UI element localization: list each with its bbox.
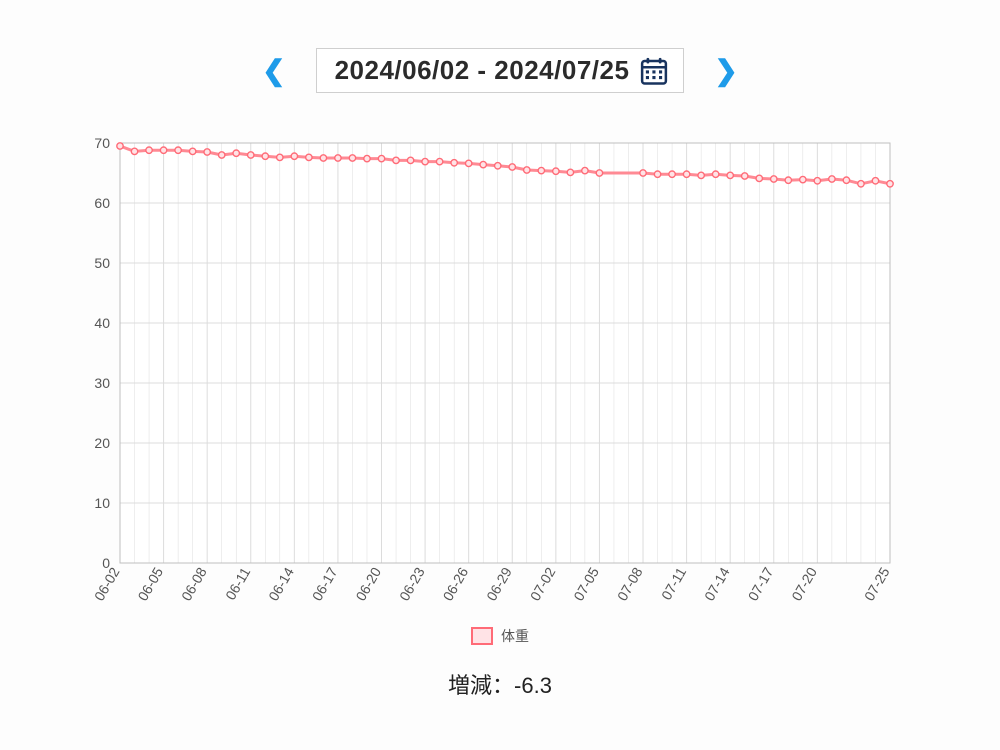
- svg-text:06-17: 06-17: [309, 564, 341, 603]
- svg-text:07-05: 07-05: [570, 564, 602, 603]
- svg-text:07-14: 07-14: [701, 564, 733, 603]
- date-range-text: 2024/06/02 - 2024/07/25: [335, 55, 630, 86]
- chart-legend: 体重: [0, 626, 1000, 646]
- legend-label: 体重: [501, 626, 529, 646]
- svg-text:30: 30: [94, 375, 110, 391]
- date-header: ❮ 2024/06/02 - 2024/07/25 ❯: [0, 48, 1000, 93]
- svg-text:06-05: 06-05: [134, 564, 166, 603]
- weight-chart: 01020304050607006-0206-0506-0806-1106-14…: [0, 103, 1000, 618]
- svg-text:06-23: 06-23: [396, 564, 428, 603]
- svg-text:20: 20: [94, 435, 110, 451]
- delta-value: -6.3: [514, 673, 552, 698]
- svg-text:07-11: 07-11: [658, 564, 689, 602]
- delta-label: 増減：: [448, 673, 514, 698]
- svg-text:10: 10: [94, 495, 110, 511]
- calendar-icon: [639, 56, 669, 86]
- svg-text:06-14: 06-14: [265, 564, 297, 603]
- svg-text:60: 60: [94, 195, 110, 211]
- svg-text:70: 70: [94, 135, 110, 151]
- svg-text:06-11: 06-11: [222, 564, 253, 602]
- next-arrow[interactable]: ❯: [714, 54, 737, 87]
- svg-text:06-02: 06-02: [91, 564, 123, 603]
- prev-arrow[interactable]: ❮: [262, 54, 285, 87]
- svg-text:06-29: 06-29: [483, 564, 515, 603]
- svg-text:06-08: 06-08: [178, 564, 210, 603]
- svg-text:06-20: 06-20: [352, 564, 384, 603]
- svg-text:07-17: 07-17: [745, 564, 777, 603]
- delta-summary: 増減：-6.3: [0, 668, 1000, 700]
- svg-text:40: 40: [94, 315, 110, 331]
- date-range-box[interactable]: 2024/06/02 - 2024/07/25: [316, 48, 685, 93]
- svg-text:07-20: 07-20: [788, 564, 820, 603]
- legend-swatch: [471, 627, 493, 645]
- svg-text:06-26: 06-26: [440, 564, 472, 603]
- svg-text:50: 50: [94, 255, 110, 271]
- svg-text:07-08: 07-08: [614, 564, 646, 603]
- svg-text:07-02: 07-02: [527, 564, 559, 603]
- svg-text:07-25: 07-25: [861, 564, 893, 603]
